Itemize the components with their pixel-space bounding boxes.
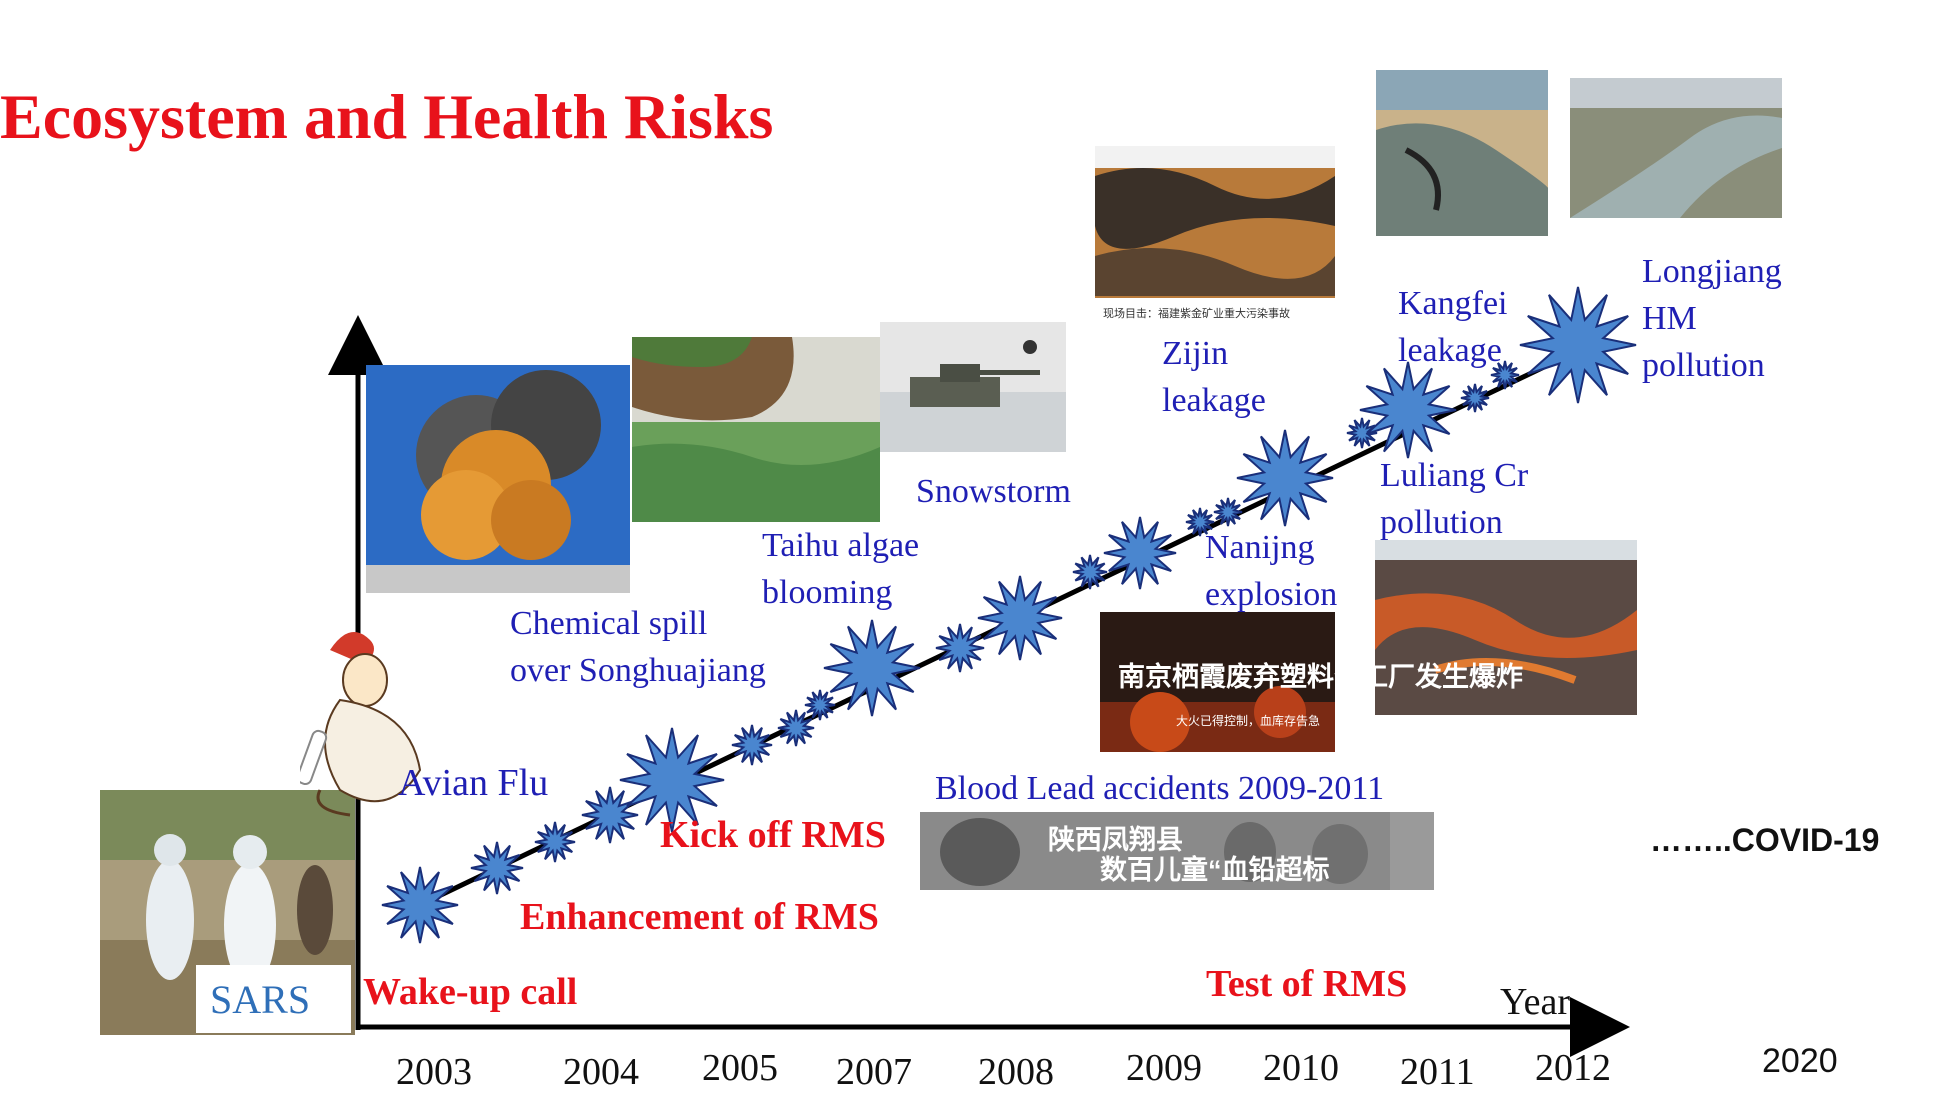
burst-star-icon (1072, 554, 1108, 590)
sars-label: SARS (210, 977, 311, 1022)
burst-star-icon (1490, 360, 1520, 390)
event-covid-19: ……..COVID-19 (1650, 822, 1880, 858)
year-label-2011: 2011 (1400, 1051, 1475, 1093)
chemical-spill-photo (366, 365, 630, 593)
event-snowstorm: Snowstorm (916, 473, 1071, 510)
year-label-2009: 2009 (1126, 1047, 1202, 1089)
nanjing-photo-banner: 南京栖霞废弃塑料化工厂发生爆炸 (1118, 662, 1523, 692)
burst-star-icon (1359, 361, 1457, 459)
year-label-2010: 2010 (1263, 1047, 1339, 1089)
event-luliang-cr-pollution: Luliang Cr pollution (1380, 457, 1529, 541)
snowstorm-photo (880, 322, 1066, 452)
event-kangfei-leakage: Kangfei leakage (1398, 285, 1508, 369)
burst-star-icon (381, 866, 459, 944)
taihu-algae-photo (632, 337, 880, 522)
burst-star-icon (581, 786, 639, 844)
sars-label-box (196, 965, 351, 1033)
burst-star-icon (1213, 497, 1243, 527)
blood-lead-banner-line2: 数百儿童“血铅超标 (1100, 855, 1330, 885)
burst-star-icon (777, 709, 815, 747)
year-label-2007: 2007 (836, 1051, 912, 1093)
burst-star-icon (977, 575, 1063, 661)
event-zijin-leakage: Zijin leakage (1162, 335, 1266, 419)
year-label-2004: 2004 (563, 1051, 639, 1093)
burst-star-icon (1236, 429, 1334, 527)
blood-lead-photo (920, 812, 1434, 890)
event-avian-flu: Avian Flu (398, 762, 549, 804)
kangfei-leakage-photo (1376, 70, 1548, 236)
milestone-test-rms: Test of RMS (1206, 963, 1408, 1005)
burst-star-icon (619, 727, 725, 833)
milestone-enhancement-rms: Enhancement of RMS (520, 896, 879, 938)
year-label-2003: 2003 (396, 1051, 472, 1093)
event-blood-lead: Blood Lead accidents 2009-2011 (935, 770, 1385, 807)
x-axis-label: Year (1500, 981, 1571, 1023)
event-nanjing-explosion: Nanijng explosion (1205, 529, 1338, 613)
burst-star-icon (470, 841, 524, 895)
milestone-wake-up-call: Wake-up call (363, 971, 578, 1013)
event-chemical-spill: Chemical spill over Songhuajiang (510, 605, 766, 689)
nanjing-explosion-photo (1100, 612, 1335, 752)
event-longjiang-pollution: Longjiang HM pollution (1642, 253, 1782, 384)
burst-star-icon (823, 619, 921, 717)
year-label-2012: 2012 (1535, 1047, 1611, 1089)
burst-star-icon (1103, 516, 1177, 590)
year-label-2020: 2020 (1762, 1042, 1838, 1080)
milestone-kick-off-rms: Kick off RMS (660, 814, 886, 856)
year-label-2005: 2005 (702, 1047, 778, 1089)
longjiang-pollution-photo (1570, 78, 1782, 218)
luliang-cr-pollution-photo (1375, 540, 1637, 715)
event-taihu-algae: Taihu algae blooming (762, 527, 920, 611)
year-label-2008: 2008 (978, 1051, 1054, 1093)
avian-flu-rooster-icon (300, 610, 430, 830)
blood-lead-banner-line1: 陕西凤翔县 (1048, 825, 1183, 855)
page-title: Ecosystem and Health Risks (0, 81, 774, 152)
burst-star-icon (1519, 286, 1637, 404)
burst-star-icon (804, 689, 836, 721)
nanjing-photo-subtitle: 大火已得控制，血库存告急 (1176, 714, 1321, 728)
zijin-leakage-photo (1095, 146, 1335, 318)
burst-star-icon (731, 724, 773, 766)
burst-star-icon (1185, 507, 1215, 537)
burst-star-icon (534, 821, 576, 863)
burst-star-icon (1460, 383, 1490, 413)
event-stars (381, 286, 1637, 944)
burst-star-icon (935, 623, 985, 673)
zijin-photo-caption: 现场目击：福建紫金矿业重大污染事故 (1103, 308, 1290, 320)
